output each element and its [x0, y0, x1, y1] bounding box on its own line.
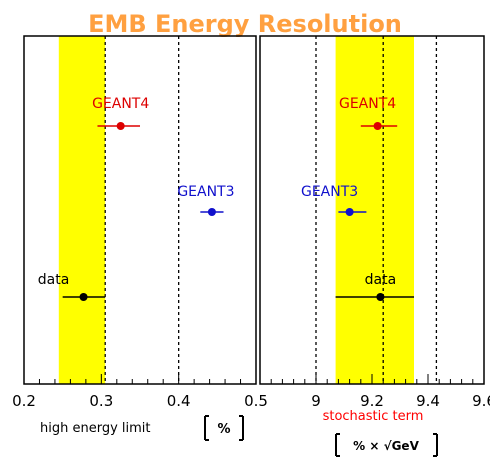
- tick-label-0.4: 0.4: [167, 392, 191, 410]
- tick-label-0.3: 0.3: [89, 392, 113, 410]
- xlabel-high-energy-limit: high energy limit: [40, 421, 151, 436]
- xunit-bracket-left: [204, 415, 244, 441]
- point-data: [376, 293, 385, 301]
- panel-high-energy-limit: 0.2 0.3 0.4 0.5 GEANT4 GEANT3 data: [12, 35, 268, 410]
- label-data: data: [38, 272, 70, 288]
- tick-label-9.4: 9.4: [416, 392, 440, 410]
- xunit-stochastic-term: % × √GeV: [353, 439, 419, 453]
- point-geant4: [373, 122, 382, 130]
- panel-stochastic-term: 9 9.2 9.4 9.6 GEANT4 GEANT3 data: [259, 35, 490, 410]
- xunit-high-energy-limit: %: [217, 422, 230, 437]
- point-geant3: [345, 208, 354, 216]
- highlight-band: [58, 36, 106, 384]
- xunit-bracket-right: [335, 433, 438, 457]
- tick-label-0.2: 0.2: [12, 392, 36, 410]
- plot-frame: [23, 35, 257, 385]
- chart-title: EMB Energy Resolution: [88, 10, 402, 38]
- point-geant3: [207, 208, 216, 216]
- tick-label-0.5: 0.5: [244, 392, 268, 410]
- tick-label-9.2: 9.2: [360, 392, 384, 410]
- tick-label-9: 9: [311, 392, 321, 410]
- label-data: data: [365, 272, 397, 288]
- xlabel-stochastic-term: stochastic term: [323, 409, 424, 424]
- point-data: [79, 293, 88, 301]
- tick-label-9.6: 9.6: [472, 392, 490, 410]
- point-geant4: [116, 122, 125, 130]
- label-geant3: GEANT3: [301, 184, 358, 200]
- label-geant4: GEANT4: [339, 96, 396, 112]
- label-geant4: GEANT4: [92, 96, 149, 112]
- label-geant3: GEANT3: [177, 184, 234, 200]
